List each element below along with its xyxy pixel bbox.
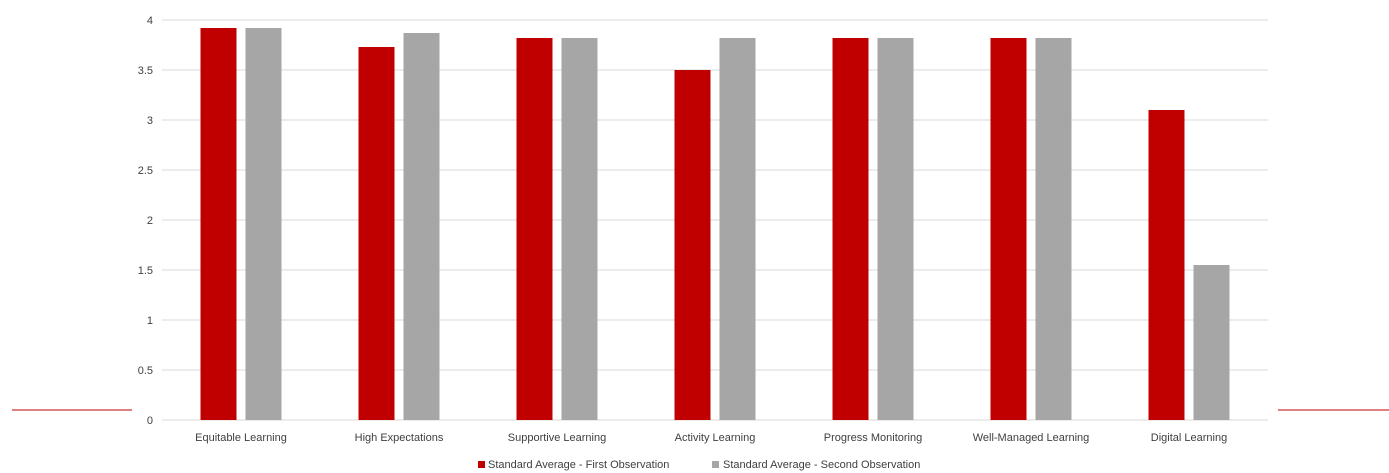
bar-second-observation bbox=[561, 38, 598, 420]
bar-first-observation bbox=[358, 47, 395, 420]
legend: Standard Average - First Observation Sta… bbox=[478, 459, 920, 471]
y-tick-label: 2 bbox=[147, 215, 153, 227]
x-category-label: Supportive Learning bbox=[508, 432, 606, 444]
y-tick-label: 0.5 bbox=[138, 365, 153, 377]
y-tick-label: 1.5 bbox=[138, 265, 153, 277]
x-category-label: Digital Learning bbox=[1151, 432, 1227, 444]
y-tick-label: 1 bbox=[147, 315, 153, 327]
y-axis-ticks: 0 0.5 1 1.5 2 2.5 3 3.5 4 bbox=[138, 15, 153, 427]
bar-second-observation bbox=[719, 38, 756, 420]
legend-label-first-observation: Standard Average - First Observation bbox=[488, 459, 669, 471]
x-category-label: High Expectations bbox=[355, 432, 444, 444]
bar-first-observation bbox=[674, 70, 711, 420]
legend-label-second-observation: Standard Average - Second Observation bbox=[723, 459, 920, 471]
x-category-label: Well-Managed Learning bbox=[973, 432, 1090, 444]
bar-first-observation bbox=[516, 38, 553, 420]
bar-second-observation bbox=[1035, 38, 1072, 420]
y-tick-label: 3.5 bbox=[138, 65, 153, 77]
bar-first-observation bbox=[1148, 110, 1185, 420]
x-category-label: Equitable Learning bbox=[195, 432, 287, 444]
bar-first-observation bbox=[832, 38, 869, 420]
bar-first-observation bbox=[200, 28, 237, 420]
x-category-label: Activity Learning bbox=[675, 432, 756, 444]
y-tick-label: 3 bbox=[147, 115, 153, 127]
y-tick-label: 4 bbox=[147, 15, 153, 27]
bar-second-observation bbox=[1193, 265, 1230, 420]
bars bbox=[200, 28, 1230, 420]
legend-swatch-first-observation bbox=[478, 461, 485, 468]
x-category-label: Progress Monitoring bbox=[824, 432, 922, 444]
bar-second-observation bbox=[245, 28, 282, 420]
x-axis-categories: Equitable Learning High Expectations Suppo… bbox=[195, 432, 1227, 444]
gridlines bbox=[162, 19, 1268, 421]
bar-first-observation bbox=[990, 38, 1027, 420]
legend-swatch-second-observation bbox=[712, 461, 719, 468]
bar-second-observation bbox=[403, 33, 440, 420]
bar-second-observation bbox=[877, 38, 914, 420]
y-tick-label: 0 bbox=[147, 415, 153, 427]
y-tick-label: 2.5 bbox=[138, 165, 153, 177]
